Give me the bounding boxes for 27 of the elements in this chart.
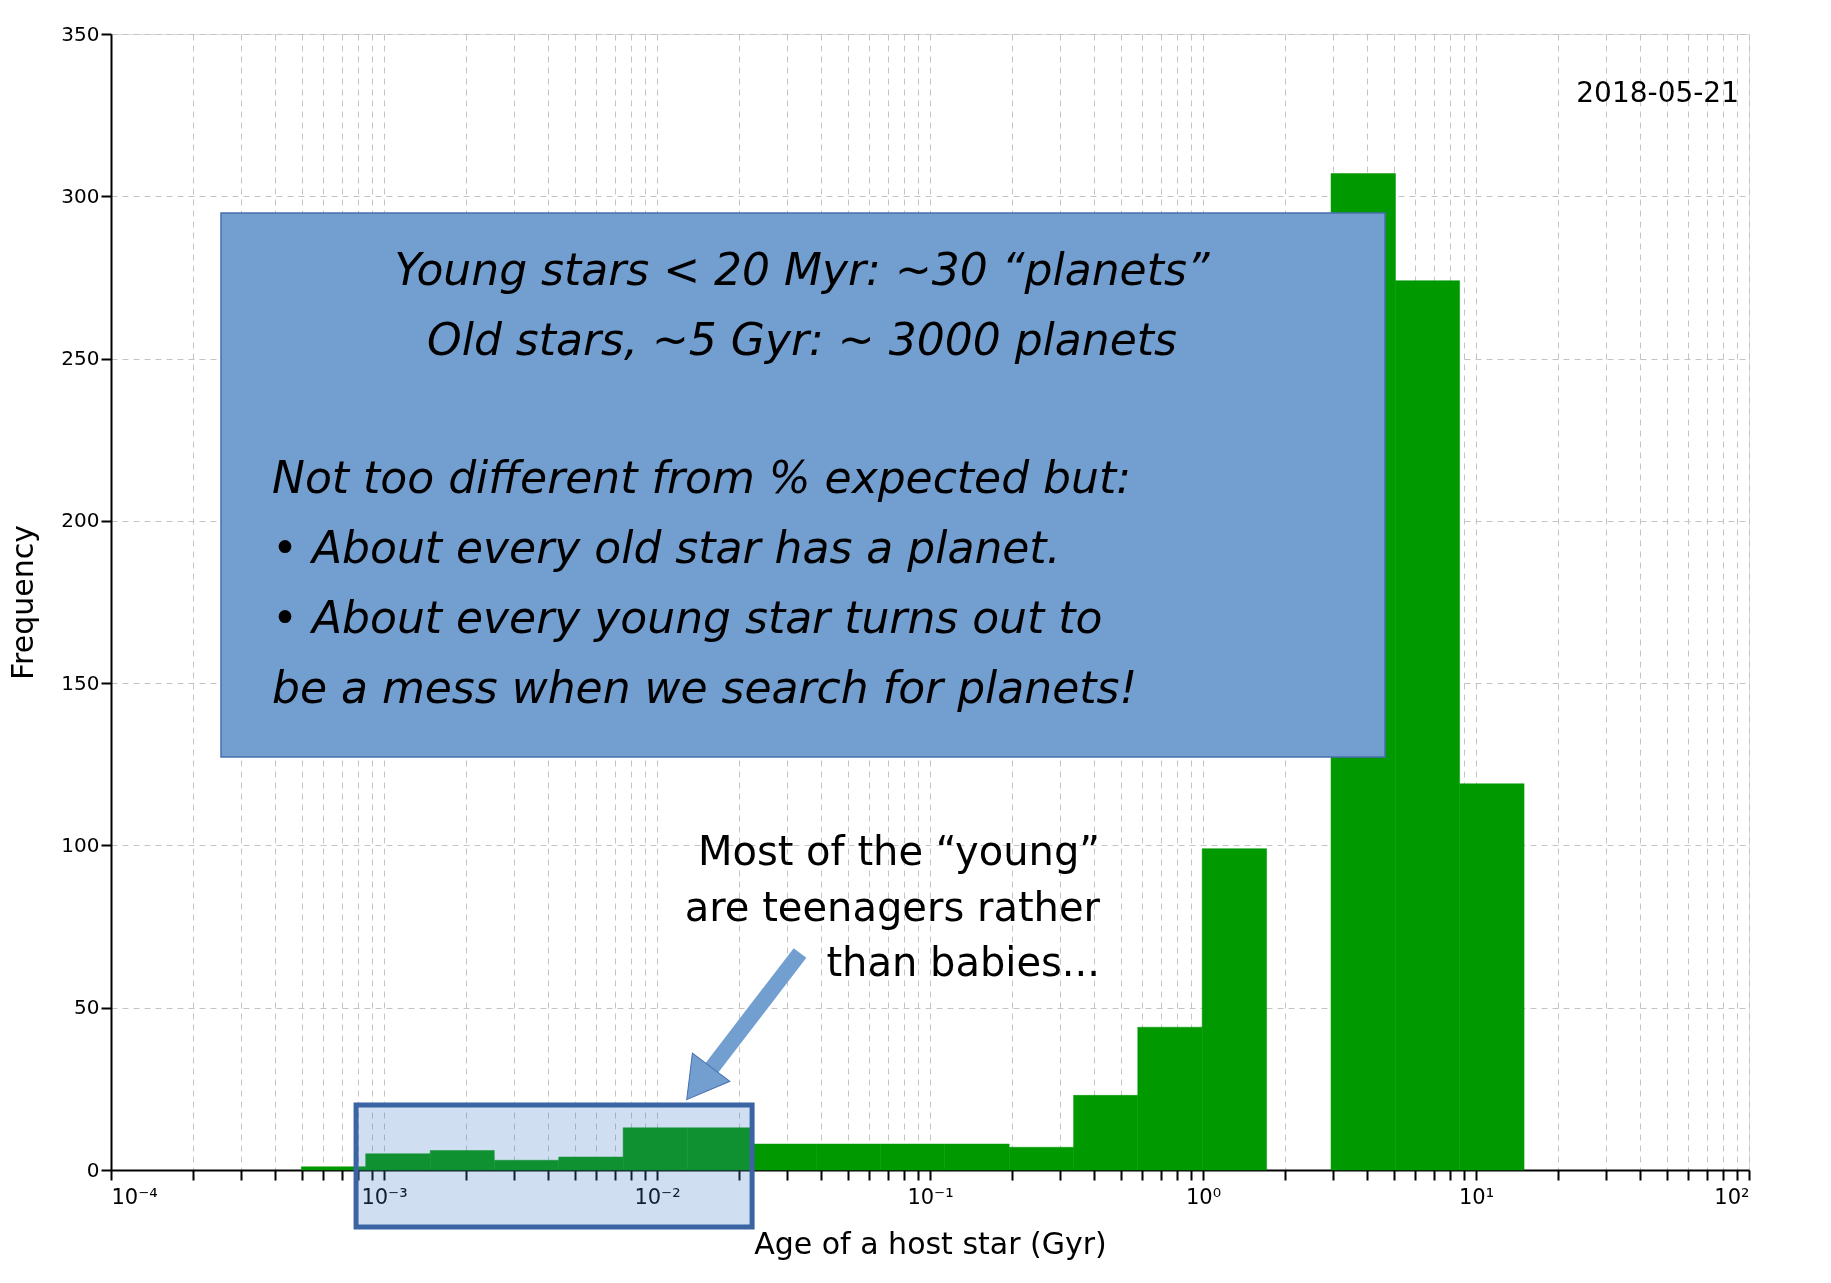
- y-tick-label: 350: [61, 21, 100, 46]
- annotation: • About every old star has a planet.: [272, 522, 1061, 573]
- x-tick-label: 10⁰: [1185, 1184, 1222, 1209]
- annotation: are teenagers rather: [684, 884, 1101, 930]
- x-tick-label: 10¹: [1458, 1184, 1495, 1209]
- annotation: Old stars, ~5 Gyr: ~ 3000 planets: [427, 314, 1177, 365]
- annotation: be a mess when we search for planets!: [272, 662, 1138, 713]
- x-tick-label: 10⁻⁴: [111, 1184, 158, 1209]
- x-tick-label: 10⁻³: [361, 1184, 408, 1209]
- x-axis-title: Age of a host star (Gyr): [754, 1225, 1107, 1261]
- y-tick-label: 0: [86, 1157, 100, 1182]
- annotation: • About every young star turns out to: [272, 592, 1103, 643]
- y-tick-label: 50: [74, 995, 100, 1020]
- x-tick-label: 10⁻¹: [907, 1184, 954, 1209]
- y-tick-label: 300: [61, 183, 100, 208]
- x-tick-label: 10⁻²: [634, 1184, 681, 1209]
- annotation: Most of the “young”: [697, 828, 1100, 874]
- y-tick-label: 200: [61, 508, 100, 533]
- annotation: than babies...: [826, 939, 1100, 985]
- annotation: Not too different from % expected but:: [272, 452, 1131, 503]
- annotation: 2018-05-21: [1576, 76, 1739, 109]
- y-axis-title: Frequency: [5, 525, 41, 680]
- y-tick-label: 150: [61, 670, 100, 695]
- y-tick-label: 250: [61, 346, 100, 371]
- y-tick-label: 100: [61, 832, 100, 857]
- annotation: Young stars < 20 Myr: ~30 “planets”: [394, 244, 1211, 295]
- x-tick-label: 10²: [1714, 1184, 1750, 1209]
